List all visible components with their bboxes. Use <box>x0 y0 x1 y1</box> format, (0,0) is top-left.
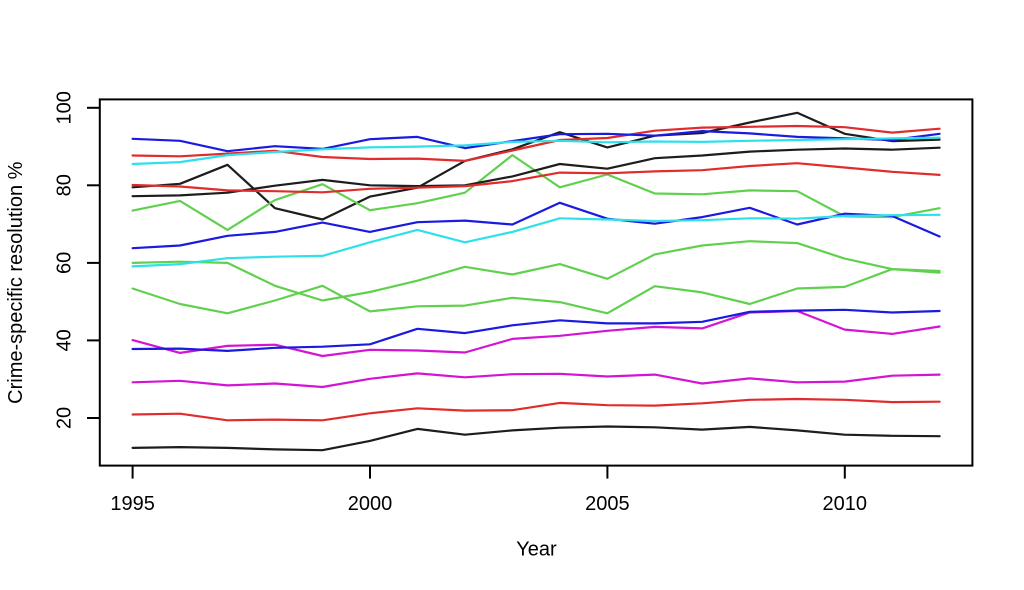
svg-text:2000: 2000 <box>348 493 393 515</box>
svg-text:2005: 2005 <box>585 493 630 515</box>
svg-text:1995: 1995 <box>110 493 155 515</box>
svg-text:Year: Year <box>516 539 557 561</box>
svg-text:100: 100 <box>54 91 76 124</box>
svg-text:2010: 2010 <box>823 493 868 515</box>
svg-text:60: 60 <box>54 252 76 274</box>
svg-text:Crime-specific resolution %: Crime-specific resolution % <box>5 161 27 404</box>
svg-text:40: 40 <box>54 329 76 351</box>
svg-text:80: 80 <box>54 174 76 196</box>
svg-text:20: 20 <box>54 407 76 429</box>
